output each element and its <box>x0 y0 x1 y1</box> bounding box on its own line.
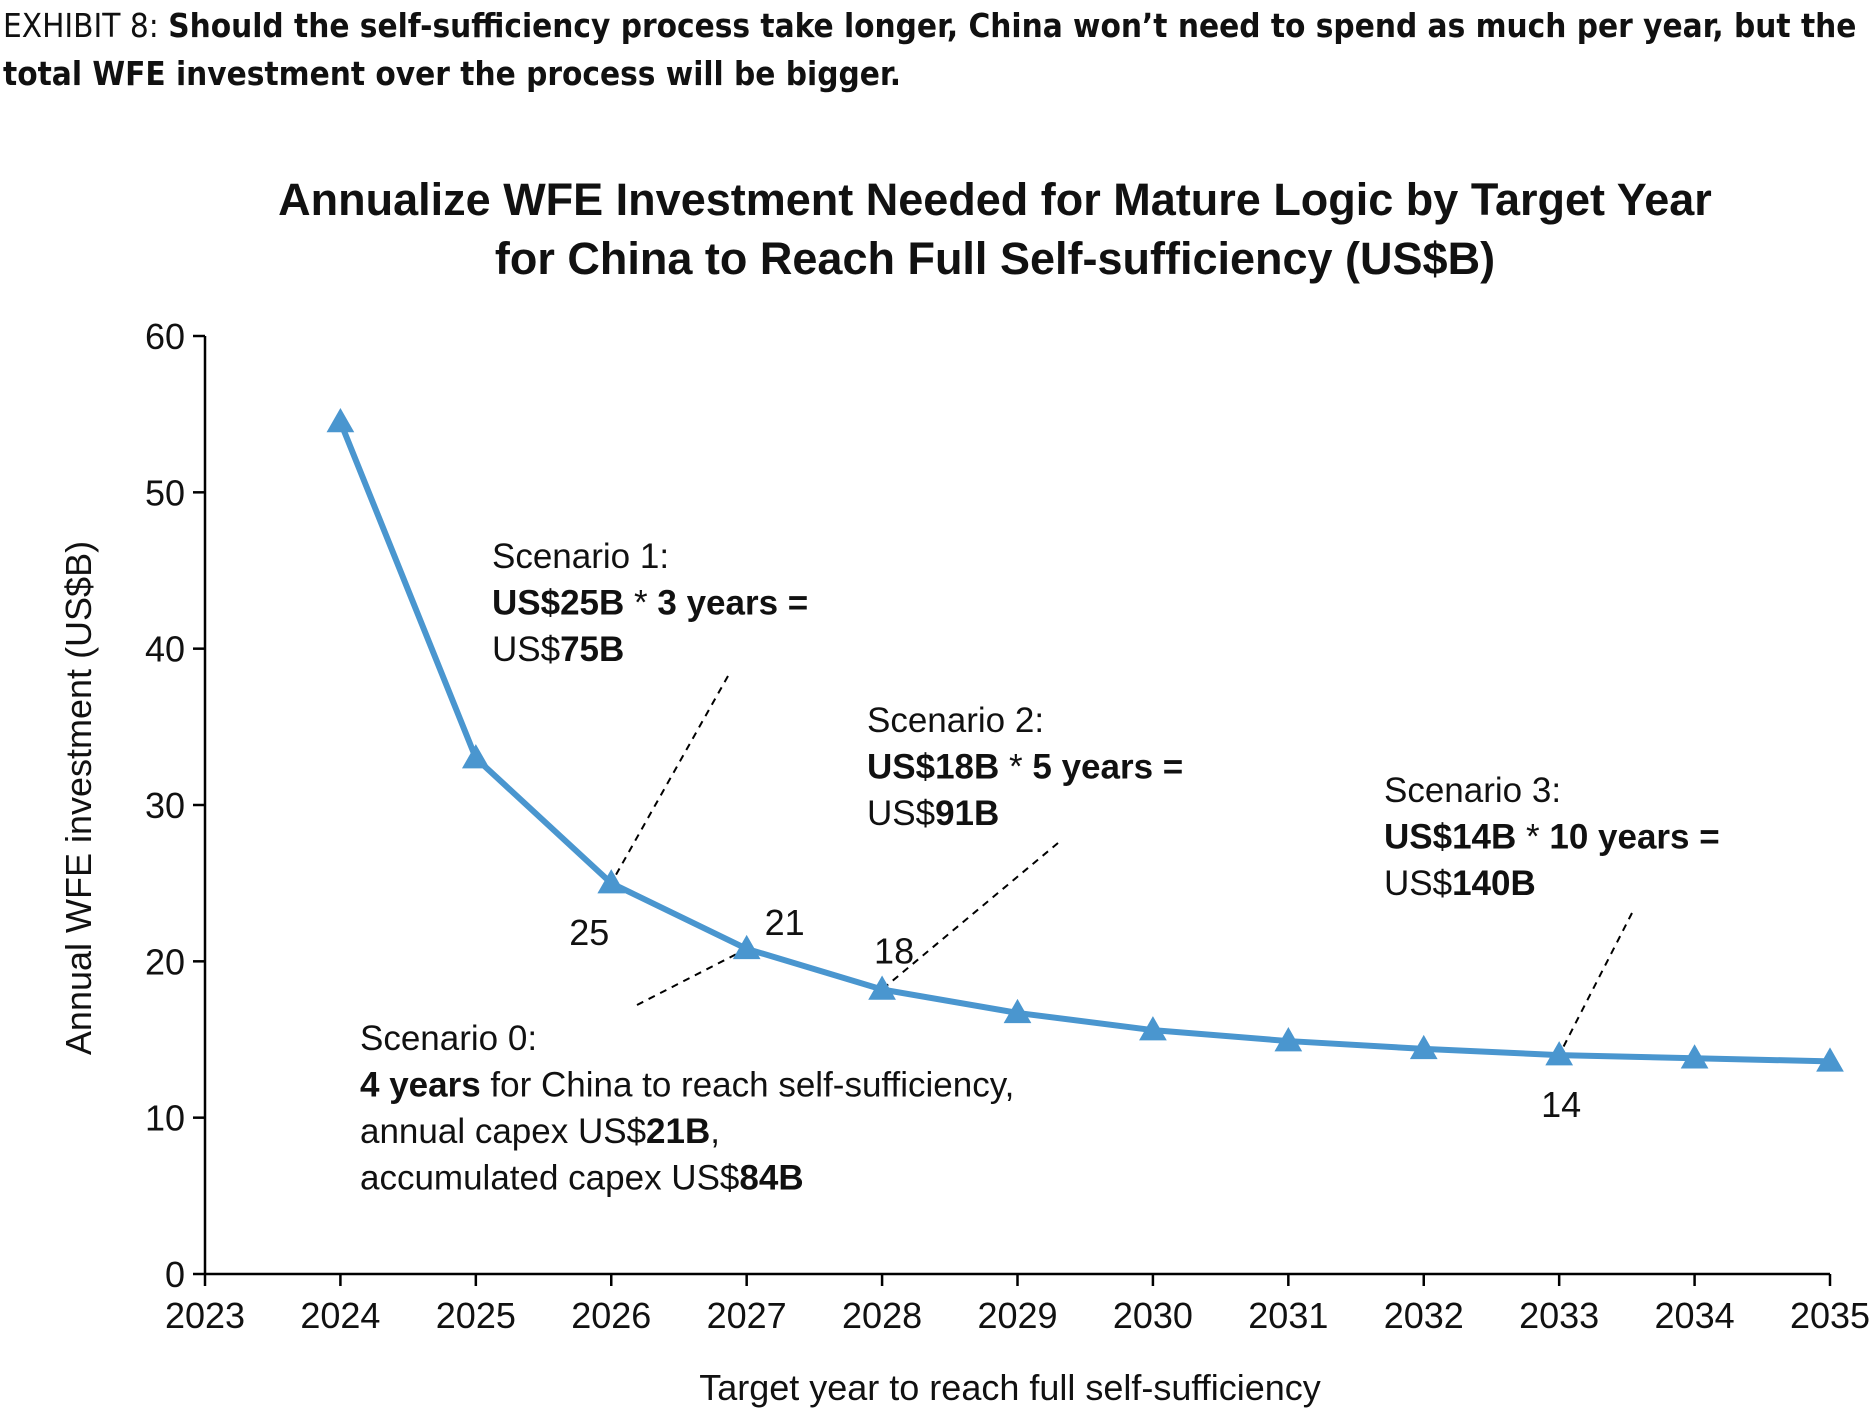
leader-scenario-3 <box>1558 912 1633 1056</box>
data-label-2028: 18 <box>874 930 914 971</box>
x-tick-label: 2030 <box>1113 1295 1193 1336</box>
x-tick-label: 2029 <box>977 1295 1057 1336</box>
annotations: Scenario 0: 4 years for China to reach se… <box>360 537 1720 1198</box>
x-tick-label: 2023 <box>165 1295 245 1336</box>
y-tick-label: 30 <box>145 785 185 826</box>
data-label-2027: 21 <box>765 902 805 943</box>
x-tick-label: 2025 <box>436 1295 516 1336</box>
x-tick-label: 2024 <box>300 1295 380 1336</box>
y-tick-label: 50 <box>145 472 185 513</box>
leader-scenario-1 <box>610 675 729 884</box>
y-tick-label: 0 <box>165 1254 185 1295</box>
x-tick-label: 2032 <box>1384 1295 1464 1336</box>
x-tick-label: 2035 <box>1790 1295 1870 1336</box>
data-label-2026: 25 <box>569 912 609 953</box>
x-tick-label: 2026 <box>571 1295 651 1336</box>
x-tick-label: 2028 <box>842 1295 922 1336</box>
leader-scenario-0 <box>636 947 748 1006</box>
y-tick-label: 40 <box>145 629 185 670</box>
data-point-2028 <box>868 975 896 1000</box>
data-point-2035 <box>1816 1047 1844 1072</box>
series-line <box>326 407 1844 1072</box>
leader-lines <box>610 675 1633 1056</box>
data-labels: 25 21 18 14 <box>569 902 1581 1125</box>
data-point-2026 <box>597 869 626 894</box>
x-tick-label: 2033 <box>1519 1295 1599 1336</box>
data-point-2031 <box>1274 1027 1303 1052</box>
exhibit-caption: EXHIBIT 8: Should the self-sufficiency p… <box>3 2 1871 98</box>
y-tick-label: 60 <box>145 316 185 357</box>
data-point-2032 <box>1409 1034 1438 1060</box>
data-point-2027 <box>732 934 761 960</box>
annotation-scenario-1: Scenario 1: US$25B * 3 years = US$75B <box>492 537 808 669</box>
data-point-2029 <box>1003 998 1032 1024</box>
x-tick-label: 2034 <box>1655 1295 1735 1336</box>
x-tick-label: 2031 <box>1248 1295 1328 1336</box>
y-tick-label: 20 <box>145 941 185 982</box>
annotation-scenario-3: Scenario 3: US$14B * 10 years = US$140B <box>1384 771 1720 903</box>
exhibit-text: Should the self-sufficiency process take… <box>3 6 1857 93</box>
x-axis-title: Target year to reach full self-sufficien… <box>699 1367 1321 1408</box>
exhibit-label: EXHIBIT 8: <box>3 6 159 45</box>
data-point-2030 <box>1139 1016 1167 1041</box>
annotation-scenario-0: Scenario 0: 4 years for China to reach se… <box>360 1019 1014 1198</box>
chart-title-line-2: for China to Reach Full Self-sufficiency… <box>495 233 1495 284</box>
y-axis-title: Annual WFE investment (US$B) <box>58 541 99 1055</box>
data-point-2025 <box>461 744 490 769</box>
y-tick-label: 10 <box>145 1098 185 1139</box>
data-point-2024 <box>326 407 355 433</box>
annotation-scenario-2: Scenario 2: US$18B * 5 years = US$91B <box>867 701 1183 833</box>
x-tick-label: 2027 <box>707 1295 787 1336</box>
data-label-2033: 14 <box>1541 1084 1581 1125</box>
chart-title-line-1: Annualize WFE Investment Needed for Matu… <box>278 174 1712 225</box>
data-point-2034 <box>1680 1044 1709 1069</box>
data-point-2033 <box>1545 1041 1574 1066</box>
series-line-path <box>337 420 1831 1065</box>
